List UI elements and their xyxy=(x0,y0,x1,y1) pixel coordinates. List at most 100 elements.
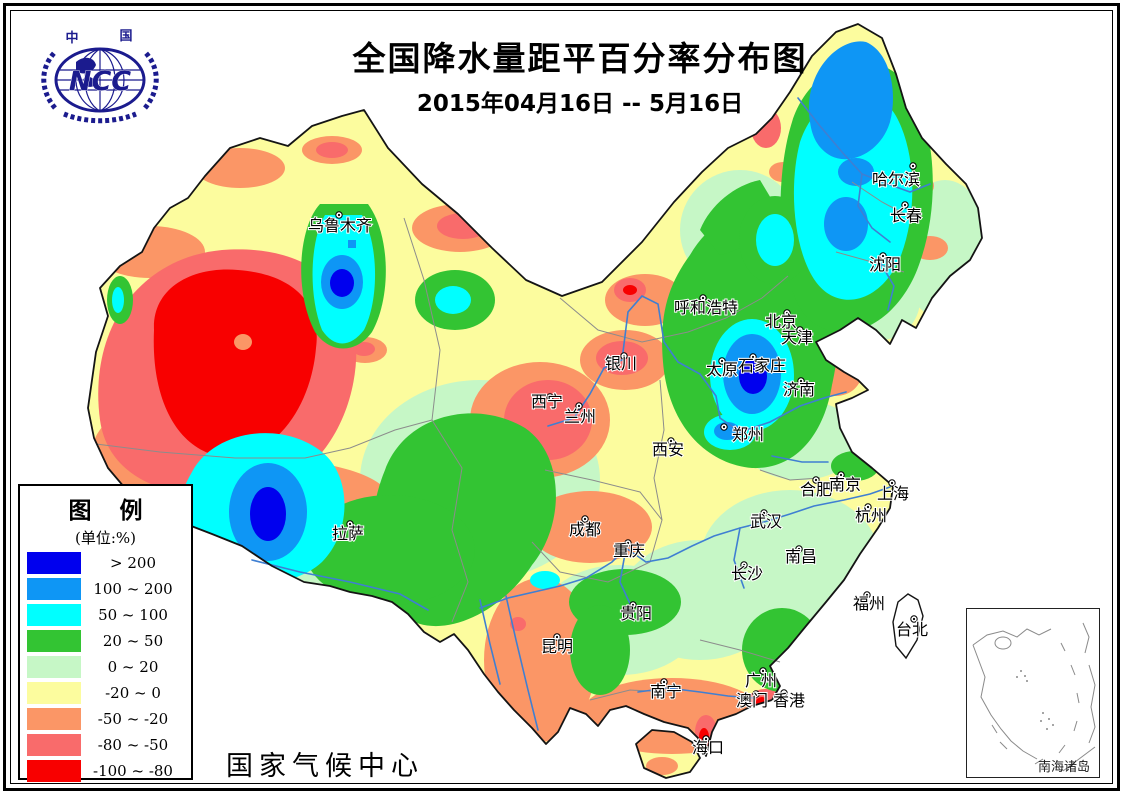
city-太原: 太原 xyxy=(705,357,739,380)
city-label: 太原 xyxy=(706,360,738,379)
city-成都: 成都 xyxy=(568,515,602,540)
legend-color-swatch xyxy=(27,707,81,730)
city-label: 上海 xyxy=(877,484,909,503)
city-北京: 北京 xyxy=(764,309,798,332)
city-marker-dot xyxy=(548,395,552,399)
city-label: 乌鲁木齐 xyxy=(308,216,372,235)
city-拉萨: 拉萨 xyxy=(331,520,365,544)
city-呼和浩特: 呼和浩特 xyxy=(673,294,739,318)
legend-range-label: 0 ~ 20 xyxy=(107,657,159,676)
city-长春: 长春 xyxy=(889,201,923,226)
legend-color-swatch xyxy=(27,551,81,574)
city-marker-dot xyxy=(669,439,673,443)
inset-label: 南海诸岛 xyxy=(1038,759,1090,775)
city-杭州: 杭州 xyxy=(854,503,888,526)
page-title: 全国降水量距平百分率分布图 xyxy=(352,39,808,78)
city-marker-dot xyxy=(742,563,746,567)
city-天津: 天津 xyxy=(780,326,814,348)
city-label: 广州 xyxy=(745,671,777,690)
city-label: 南京 xyxy=(829,475,861,494)
city-marker-dot xyxy=(911,164,915,168)
city-福州: 福州 xyxy=(852,591,886,614)
city-label: 沈阳 xyxy=(869,255,901,274)
legend-range-label: -20 ~ 0 xyxy=(105,683,161,702)
logo-char-left: 中 xyxy=(65,30,78,46)
city-label: 昆明 xyxy=(541,637,573,656)
china-outline xyxy=(87,23,983,757)
city-marker-dot xyxy=(348,522,352,526)
city-label: 拉萨 xyxy=(332,524,364,543)
city-marker-dot xyxy=(751,355,755,359)
city-台北: 台北 xyxy=(895,615,929,640)
city-marker-dot xyxy=(798,328,802,332)
city-marker-dot xyxy=(583,517,587,521)
city-香港: 香港 xyxy=(772,689,806,711)
city-南宁: 南宁 xyxy=(649,678,683,702)
legend-items: > 200 100 ~ 200 50 ~ 100 20 ~ 50 0 ~ 20 -20 ~… xyxy=(20,551,191,782)
city-label: 天津 xyxy=(781,328,813,347)
legend-color-swatch xyxy=(27,759,81,782)
city-marker-dot xyxy=(814,478,818,482)
city-label: 济南 xyxy=(783,380,815,399)
inset-coastlines xyxy=(972,622,1096,772)
city-label: 海口 xyxy=(692,738,724,757)
city-marker-dot xyxy=(912,617,916,621)
city-西安: 西安 xyxy=(651,437,685,460)
city-marker-dot xyxy=(337,213,341,217)
city-marker-dot xyxy=(797,547,801,551)
city-label: 银川 xyxy=(605,354,637,373)
legend-range-label: 50 ~ 100 xyxy=(98,605,168,624)
legend-color-swatch xyxy=(27,733,81,756)
city-marker-dot xyxy=(903,203,907,207)
city-label: 贵阳 xyxy=(620,604,652,623)
city-武汉: 武汉 xyxy=(749,509,783,532)
city-label: 南宁 xyxy=(650,682,682,701)
city-label: 北京 xyxy=(765,312,797,331)
city-label: 福州 xyxy=(853,594,885,613)
city-贵阳: 贵阳 xyxy=(619,601,653,624)
ncc-logo: 中 国 NCC xyxy=(41,29,159,124)
legend-range-label: 100 ~ 200 xyxy=(93,579,173,598)
city-label: 呼和浩特 xyxy=(674,298,738,317)
city-银川: 银川 xyxy=(604,352,638,374)
city-label: 杭州 xyxy=(855,506,887,525)
city-marker-dot xyxy=(761,669,765,673)
city-郑州: 郑州 xyxy=(720,423,765,445)
city-label: 成都 xyxy=(569,520,601,539)
city-marker-dot xyxy=(631,603,635,607)
city-label: 兰州 xyxy=(564,407,596,426)
legend-item: -100 ~ -80 xyxy=(27,759,185,782)
credit-text: 国家气候中心 xyxy=(226,751,424,782)
city-label: 哈尔滨 xyxy=(872,170,920,189)
city-南昌: 南昌 xyxy=(784,545,818,567)
legend-color-swatch xyxy=(27,655,81,678)
legend-item: -80 ~ -50 xyxy=(27,733,185,756)
city-marker-dot xyxy=(555,635,559,639)
legend-color-swatch xyxy=(27,681,81,704)
legend-range-label: > 200 xyxy=(110,553,156,572)
city-石家庄: 石家庄 xyxy=(737,353,787,376)
legend-range-label: 20 ~ 50 xyxy=(102,631,164,650)
city-label: 石家庄 xyxy=(738,356,786,375)
city-哈尔滨: 哈尔滨 xyxy=(871,162,921,190)
city-marker-dot xyxy=(785,311,789,315)
legend-color-swatch xyxy=(27,629,81,652)
city-label: 西安 xyxy=(652,440,684,459)
city-label: 南昌 xyxy=(785,547,817,566)
city-marker-dot xyxy=(704,737,708,741)
legend-item: > 200 xyxy=(27,551,185,574)
legend-range-label: -80 ~ -50 xyxy=(97,735,169,754)
city-沈阳: 沈阳 xyxy=(868,252,902,275)
city-label: 武汉 xyxy=(750,512,782,531)
city-label: 澳门 xyxy=(736,691,768,710)
city-西宁: 西宁 xyxy=(530,391,564,412)
legend-range-label: -50 ~ -20 xyxy=(97,709,169,728)
south-china-sea-inset: 南海诸岛 xyxy=(966,608,1100,778)
legend-item: 0 ~ 20 xyxy=(27,655,185,678)
city-marker-dot xyxy=(622,354,626,358)
city-长沙: 长沙 xyxy=(730,561,764,584)
city-济南: 济南 xyxy=(782,377,816,400)
city-label: 西宁 xyxy=(531,392,563,411)
province-borders xyxy=(95,181,913,701)
